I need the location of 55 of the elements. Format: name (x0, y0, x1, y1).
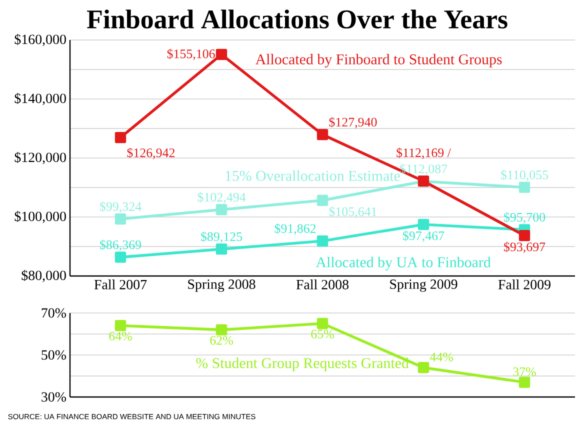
point (216, 324, 228, 336)
data-label: 65% (311, 330, 334, 338)
point (418, 218, 430, 230)
y-tick-label: 50% (42, 350, 66, 360)
point (316, 318, 328, 330)
series-label: % Student Group Requests Granted (196, 358, 409, 372)
data-label: $93,697 (504, 242, 546, 254)
series-label: Allocated by Finboard to Student Groups (255, 54, 502, 68)
data-label: $110,055 (501, 170, 548, 182)
point (114, 252, 126, 263)
y-tick-label: $120,000 (14, 152, 66, 164)
x-tick-label: Spring 2009 (390, 280, 458, 292)
point (518, 376, 530, 388)
series-label: Allocated by UA to Finboard (316, 256, 491, 270)
point (316, 235, 328, 247)
point (114, 320, 126, 332)
point (216, 48, 228, 60)
x-tick-label: Spring 2008 (188, 280, 256, 292)
data-label: $102,494 (198, 192, 246, 204)
point (316, 129, 328, 140)
y-tick-label: 30% (42, 392, 66, 402)
y-tick-label: $80,000 (22, 270, 66, 282)
y-tick-label: $100,000 (14, 210, 66, 224)
y-tick-label: $140,000 (14, 92, 66, 106)
data-label: 44% (430, 352, 453, 362)
data-label: 62% (210, 336, 233, 345)
data-label: $105,641 (329, 206, 376, 218)
y-tick-label: 70% (42, 308, 66, 318)
data-label: $155,106 (167, 48, 215, 60)
series-label: 15% Overallocation Estimate (226, 170, 400, 181)
point (418, 362, 430, 374)
data-label: $89,125 (201, 232, 242, 243)
x-tick-label: Fall 2009 (498, 280, 550, 290)
y-tick-label: $160,000 (14, 34, 66, 46)
data-label: $97,467 (403, 230, 444, 242)
data-label: $91,862 (274, 223, 316, 235)
point (216, 204, 228, 216)
point (518, 182, 530, 193)
data-label: $127,940 (329, 117, 377, 128)
data-label: $86,369 (100, 240, 142, 252)
point (316, 194, 328, 206)
data-label: $95,700 (504, 212, 546, 224)
point (114, 132, 126, 144)
x-tick-label: Fall 2008 (296, 280, 349, 290)
chart-title: Finboard Allocations Over the Years (87, 10, 508, 29)
data-label: $112,087 (400, 164, 448, 176)
x-tick-label: Fall 2007 (94, 280, 147, 290)
data-label: $126,942 (127, 148, 175, 160)
data-label: 64% (109, 332, 132, 341)
data-label: 37% (513, 367, 536, 376)
point (518, 230, 530, 242)
point (114, 213, 126, 225)
data-label: $112,169 / (396, 148, 451, 159)
data-label: $99,324 (100, 201, 142, 213)
point (216, 244, 228, 255)
